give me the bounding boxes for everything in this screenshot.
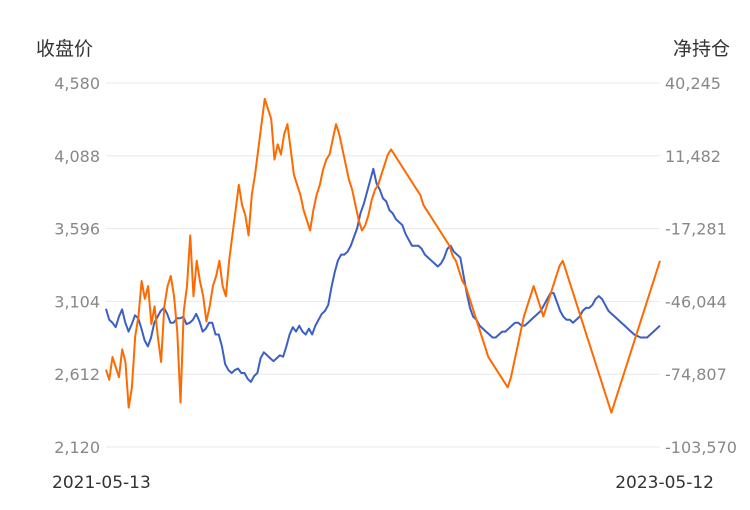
left-tick-label: 3,104 [54,292,100,311]
right-tick-label: -74,807 [665,365,727,384]
right-tick-label: -103,570 [665,438,737,457]
left-tick-label: 2,120 [54,438,100,457]
right-axis-ticks: 40,245 11,482 -17,281 -46,044 -74,807 -103,57… [665,74,737,457]
right-axis-title: 净持仓 [673,38,730,60]
series-layer [105,97,661,414]
right-tick-label: 40,245 [665,74,721,93]
right-tick-label: 11,482 [665,147,721,166]
x-end-label: 2023-05-12 [615,473,714,493]
left-axis-ticks: 4,580 4,088 3,596 3,104 2,612 2,120 [54,74,100,457]
left-tick-label: 4,088 [54,147,100,166]
gridlines [106,82,660,448]
left-tick-label: 3,596 [54,220,100,239]
left-axis-title: 收盘价 [36,38,93,60]
right-tick-label: -17,281 [665,220,727,239]
series-line-right [105,97,661,414]
left-tick-label: 4,580 [54,74,100,93]
left-tick-label: 2,612 [54,365,100,384]
series-line-left [105,167,661,383]
right-tick-label: -46,044 [665,292,727,311]
x-start-label: 2021-05-13 [52,473,151,493]
